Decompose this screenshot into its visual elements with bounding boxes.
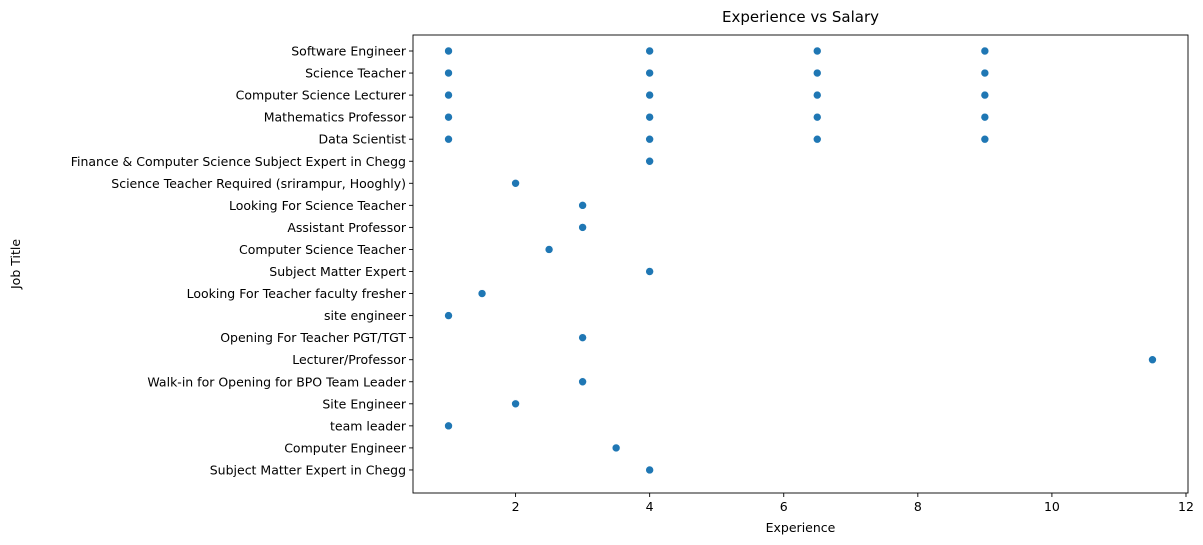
- y-tick-label: Subject Matter Expert: [269, 264, 406, 279]
- x-tick-label: 4: [646, 499, 654, 514]
- data-point: [444, 134, 453, 144]
- data-point: [444, 311, 453, 320]
- data-point: [980, 112, 990, 122]
- x-tick-label: 10: [1044, 499, 1060, 514]
- data-point: [812, 90, 822, 100]
- data-point: [812, 46, 822, 56]
- data-point: [611, 443, 621, 453]
- data-point: [511, 399, 520, 409]
- y-tick-label: Science Teacher Required (srirampur, Hoo…: [111, 176, 406, 191]
- y-tick-label: Opening For Teacher PGT/TGT: [220, 330, 406, 345]
- x-tick-label: 12: [1178, 499, 1194, 514]
- data-point: [578, 377, 587, 387]
- y-tick-label: Science Teacher: [305, 66, 407, 81]
- data-point: [980, 46, 990, 56]
- y-tick-label: Site Engineer: [322, 396, 407, 411]
- data-point: [812, 112, 822, 122]
- y-tick-label: site engineer: [324, 308, 407, 323]
- data-point: [444, 421, 453, 431]
- chart-title: Experience vs Salary: [722, 8, 879, 26]
- data-point: [444, 112, 453, 122]
- data-point: [980, 68, 990, 78]
- plot-frame: [412, 34, 1189, 494]
- data-point: [477, 289, 487, 298]
- data-point: [812, 68, 822, 78]
- data-point: [980, 90, 990, 100]
- y-tick-label: Computer Engineer: [284, 440, 407, 455]
- y-tick-label: Looking For Teacher faculty fresher: [187, 286, 407, 301]
- data-point: [645, 68, 654, 78]
- y-axis: Software Engineer Science Teacher Computer…: [71, 44, 413, 477]
- x-tick-label: 8: [914, 499, 922, 514]
- x-tick-label: 2: [512, 499, 520, 514]
- y-tick-label: Data Scientist: [319, 132, 407, 147]
- data-point: [645, 134, 654, 144]
- y-tick-label: team leader: [330, 418, 407, 433]
- y-axis-label: Job Title: [8, 239, 23, 290]
- data-point: [1148, 355, 1157, 365]
- x-tick-label: 6: [780, 499, 788, 514]
- data-point: [645, 465, 654, 475]
- y-tick-label: Looking For Science Teacher: [229, 198, 407, 213]
- data-point: [578, 201, 587, 210]
- data-point: [645, 90, 654, 100]
- data-point: [980, 134, 990, 144]
- y-tick-label: Finance & Computer Science Subject Exper…: [71, 154, 406, 169]
- y-tick-label: Subject Matter Expert in Chegg: [210, 462, 406, 477]
- y-tick-label: Computer Science Teacher: [239, 242, 407, 257]
- data-point: [578, 223, 587, 232]
- y-tick-label: Lecturer/Professor: [292, 352, 407, 367]
- data-point: [444, 46, 453, 56]
- x-axis-label: Experience: [766, 520, 836, 535]
- y-tick-label: Computer Science Lecturer: [236, 88, 407, 103]
- data-point: [645, 46, 654, 56]
- data-point: [645, 267, 654, 276]
- y-tick-label: Software Engineer: [291, 44, 407, 59]
- y-tick-label: Assistant Professor: [287, 220, 407, 235]
- x-axis: 2 4 6 8 10 12: [512, 493, 1194, 514]
- data-point: [645, 112, 654, 122]
- y-tick-label: Mathematics Professor: [264, 110, 407, 125]
- data-point: [578, 333, 587, 342]
- data-points: [444, 46, 1157, 475]
- data-point: [812, 134, 822, 144]
- y-tick-label: Walk-in for Opening for BPO Team Leader: [147, 374, 406, 389]
- plot-area: [412, 34, 1189, 494]
- data-point: [511, 179, 520, 188]
- data-point: [645, 156, 654, 166]
- data-point: [444, 68, 453, 78]
- data-point: [444, 90, 453, 100]
- data-point: [544, 245, 554, 254]
